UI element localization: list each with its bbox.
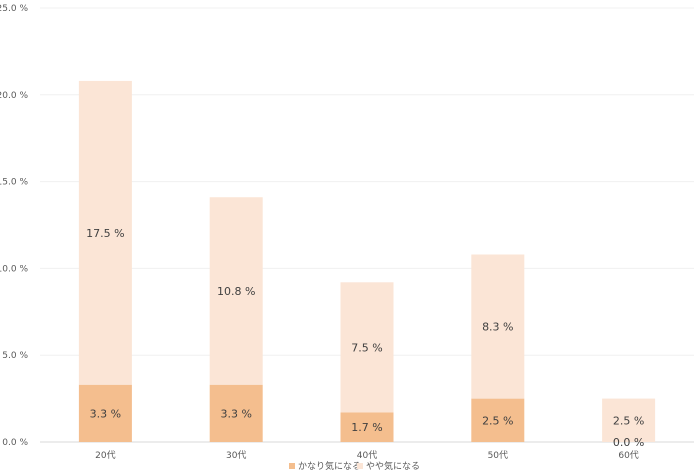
x-tick-label: 50代 bbox=[488, 450, 508, 461]
y-tick-label: 20.0 % bbox=[0, 91, 28, 101]
bar-segment bbox=[78, 80, 132, 385]
bar-segment bbox=[209, 197, 263, 385]
data-label: 17.5 % bbox=[86, 227, 124, 240]
bar-segment bbox=[340, 412, 394, 442]
y-axis-ticks: 0.0 % 5.0 % 10.0 % 15.0 % 20.0 % 25.0 % bbox=[0, 4, 28, 448]
bar-segment bbox=[471, 398, 525, 442]
data-label: 2.5 % bbox=[482, 414, 513, 427]
y-tick-label: 0.0 % bbox=[2, 438, 28, 448]
y-tick-label: 5.0 % bbox=[2, 351, 28, 361]
data-label: 7.5 % bbox=[351, 341, 382, 354]
y-tick-label: 25.0 % bbox=[0, 4, 28, 14]
bar-segment bbox=[209, 384, 263, 442]
x-tick-label: 40代 bbox=[357, 450, 377, 461]
x-tick-label: 60代 bbox=[618, 450, 638, 461]
data-label: 10.8 % bbox=[217, 285, 255, 298]
legend-label: やや気になる bbox=[366, 460, 420, 472]
bars bbox=[78, 80, 656, 442]
x-axis-ticks: 20代 30代 40代 50代 60代 bbox=[95, 450, 639, 461]
legend-swatch bbox=[357, 463, 363, 469]
legend-label: かなり気になる bbox=[298, 460, 361, 472]
gridlines bbox=[40, 7, 694, 443]
bar-segment bbox=[340, 282, 394, 413]
bar-segment bbox=[602, 398, 656, 442]
y-tick-label: 10.0 % bbox=[0, 264, 28, 274]
data-label: 3.3 % bbox=[220, 407, 251, 420]
data-label: 0.0 % bbox=[613, 436, 644, 449]
bar-segment bbox=[471, 254, 525, 399]
data-label: 2.5 % bbox=[613, 414, 644, 427]
data-labels: 3.3 % 17.5 % 3.3 % 10.8 % 1.7 % 7.5 % 2.5 % 8.3… bbox=[86, 227, 644, 449]
data-label: 3.3 % bbox=[90, 407, 121, 420]
legend: かなり気になる やや気になる bbox=[289, 460, 420, 472]
x-tick-label: 20代 bbox=[95, 450, 115, 461]
legend-swatch bbox=[289, 463, 295, 469]
bar-segment bbox=[78, 384, 132, 442]
data-label: 8.3 % bbox=[482, 321, 513, 334]
data-label: 1.7 % bbox=[351, 421, 382, 434]
y-tick-label: 15.0 % bbox=[0, 178, 28, 188]
x-tick-label: 30代 bbox=[226, 450, 246, 461]
